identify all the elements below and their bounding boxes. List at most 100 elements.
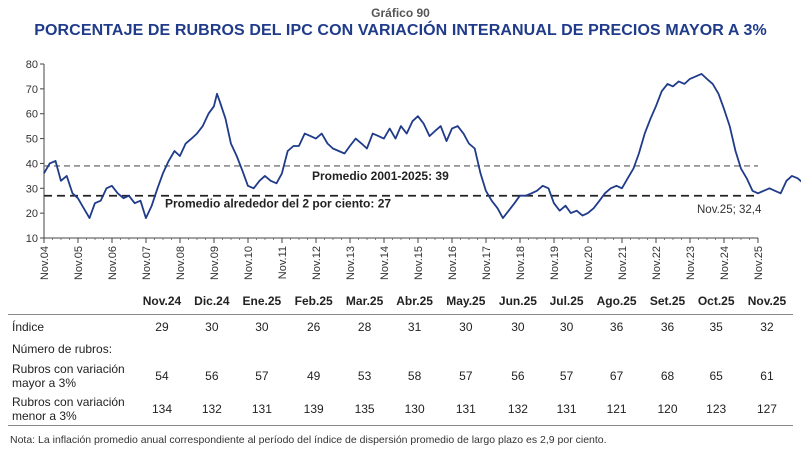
table-row-menor: Rubros con variación menor a 3% 134 132 131… <box>8 393 793 426</box>
table-cell: 32 <box>760 320 774 334</box>
row-numero-empty <box>136 339 793 359</box>
table-cell: 29 <box>155 320 169 334</box>
x-tick-label: Nov.17 <box>481 246 493 280</box>
row-label-numero: Número de rubros: <box>12 342 113 356</box>
table-cell: 131 <box>543 393 590 426</box>
x-tick-label: Nov.19 <box>549 246 561 280</box>
table-cell: 135 <box>339 393 390 426</box>
column-header: Nov.24 <box>136 292 188 315</box>
y-tick-label: 40 <box>26 158 38 170</box>
x-tick-label: Nov.14 <box>379 246 391 280</box>
table-cell: 123 <box>691 393 741 426</box>
table-cell: 30 <box>459 320 473 334</box>
table-cell: 68 <box>660 369 675 383</box>
series-line <box>43 73 801 219</box>
column-header: Mar.25 <box>339 292 390 315</box>
footnote: Nota: La inflación promedio anual corres… <box>10 434 607 446</box>
x-tick-label: Nov.04 <box>39 246 51 280</box>
table-cell: 54 <box>155 369 169 383</box>
table-header-row: Nov.24 Dic.24 Ene.25 Feb.25 Mar.25 Abr.25 May.… <box>8 292 793 315</box>
x-tick-label: Nov.09 <box>209 246 221 280</box>
table-cell: 36 <box>660 320 675 334</box>
table-cell: 35 <box>709 320 723 334</box>
column-header: Set.25 <box>643 292 692 315</box>
chart-title: PORCENTAJE DE RUBROS DEL IPC CON VARIACI… <box>34 22 767 39</box>
row-label-menor: Rubros con variación menor a 3% <box>8 393 136 426</box>
x-tick-label: Nov.24 <box>719 246 731 280</box>
table-cell: 36 <box>609 320 624 334</box>
x-tick-label: Nov.18 <box>515 246 527 280</box>
table-cell: 67 <box>609 369 624 383</box>
table-cell: 127 <box>740 393 793 426</box>
x-tick-label: Nov.08 <box>175 246 187 280</box>
column-header: Feb.25 <box>288 292 340 315</box>
row-label-menor-2: menor a 3% <box>12 409 77 423</box>
table-cell: 121 <box>589 393 644 426</box>
annotations: Promedio 2001-2025: 39 Promedio alrededor… <box>165 169 762 216</box>
table-cell: 30 <box>511 320 525 334</box>
column-header: Ene.25 <box>235 292 289 315</box>
x-tick-label: Nov.10 <box>243 246 255 280</box>
table-cell: 30 <box>205 320 219 334</box>
table-cell: 120 <box>643 393 692 426</box>
row-label-menor-1: Rubros con variación <box>12 395 125 409</box>
y-tick-label: 30 <box>26 183 38 195</box>
column-header: Oct.25 <box>691 292 741 315</box>
column-header: Jun.25 <box>492 292 544 315</box>
figure-number: Gráfico 90 <box>371 6 430 20</box>
row-label-indice: Índice <box>12 320 45 334</box>
x-tick-label: Nov.23 <box>685 246 697 280</box>
row-label-mayor-1: Rubros con variación <box>12 362 125 376</box>
y-tick-label: 10 <box>26 233 38 245</box>
table-cell: 26 <box>307 320 321 334</box>
column-header: Abr.25 <box>389 292 440 315</box>
table-cell: 30 <box>559 320 574 334</box>
table-cell: 132 <box>492 393 544 426</box>
reference-label-target: Promedio alrededor del 2 por ciento: 27 <box>165 197 391 211</box>
table-corner <box>8 292 136 315</box>
table-cell: 57 <box>459 369 473 383</box>
y-tick-label: 20 <box>26 208 38 220</box>
x-tick-label: Nov.16 <box>447 246 459 280</box>
table-cell: 49 <box>307 369 321 383</box>
table-cell: 139 <box>288 393 340 426</box>
column-header: Jul.25 <box>543 292 590 315</box>
table-row-indice: Índice 29 30 30 26 28 31 30 30 30 36 36 35 32 <box>8 315 793 340</box>
endpoint-label: Nov.25; 32,4 <box>697 204 762 216</box>
row-label-mayor: Rubros con variación mayor a 3% <box>8 359 136 393</box>
y-tick-label: 80 <box>26 59 38 71</box>
column-header: Dic.24 <box>187 292 236 315</box>
reference-lines <box>44 165 758 197</box>
chart-axes: 10 20 30 40 50 60 70 80 Nov.04 Nov.05 Nov.06 Nov.07… <box>26 59 765 280</box>
x-tick-label: Nov.12 <box>311 246 323 280</box>
x-tick-label: Nov.06 <box>107 246 119 280</box>
table-cell: 61 <box>760 369 774 383</box>
x-tick-label: Nov.13 <box>345 246 357 280</box>
table-cell: 130 <box>389 393 440 426</box>
x-tick-label: Nov.22 <box>651 246 663 280</box>
y-tick-label: 60 <box>26 109 38 121</box>
x-tick-label: Nov.07 <box>141 246 153 280</box>
table-cell: 131 <box>439 393 493 426</box>
reference-label-avg: Promedio 2001-2025: 39 <box>312 169 449 183</box>
table-cell: 56 <box>205 369 219 383</box>
table-cell: 131 <box>235 393 289 426</box>
table-cell: 28 <box>357 320 372 334</box>
table-row-numero: Número de rubros: <box>8 339 793 359</box>
table-cell: 134 <box>136 393 188 426</box>
column-header: May.25 <box>439 292 493 315</box>
x-tick-label: Nov.21 <box>617 246 629 280</box>
x-tick-label: Nov.15 <box>413 246 425 280</box>
table-cell: 65 <box>709 369 723 383</box>
x-tick-label: Nov.05 <box>73 246 85 280</box>
column-header: Nov.25 <box>740 292 793 315</box>
y-tick-label: 50 <box>26 134 38 146</box>
table-cell: 31 <box>407 320 422 334</box>
line-chart: 10 20 30 40 50 60 70 80 Nov.04 Nov.05 Nov.06 Nov.07… <box>26 59 801 280</box>
column-header: Ago.25 <box>589 292 644 315</box>
table-cell: 57 <box>559 369 574 383</box>
x-tick-label: Nov.20 <box>583 246 595 280</box>
table-cell: 57 <box>255 369 269 383</box>
table-cell: 132 <box>187 393 236 426</box>
table-cell: 53 <box>357 369 372 383</box>
